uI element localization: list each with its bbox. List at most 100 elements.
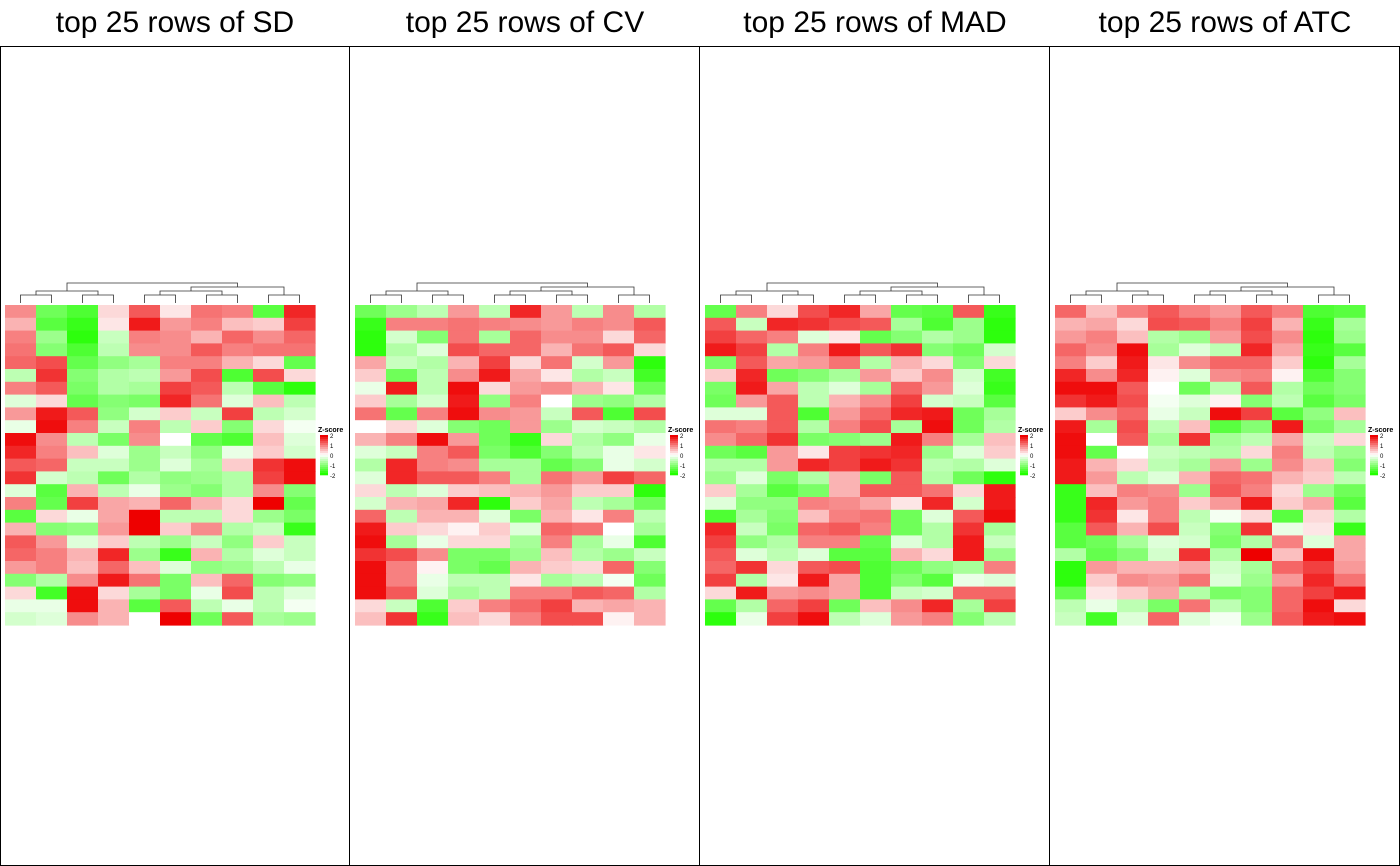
heatmap-cell [603,445,635,460]
heatmap-cell [253,484,285,498]
heatmap-cell [541,586,573,600]
heatmap-cell [417,599,449,613]
heatmap-cell [222,522,254,536]
heatmap-cell [1086,573,1118,588]
heatmap-cell [953,445,985,460]
heatmap-cell [541,305,573,319]
heatmap-cell [922,394,954,408]
heatmap-cell [129,330,161,344]
legend-swatch [670,461,678,464]
heatmap-cell [767,330,799,344]
heatmap-cell [1179,343,1211,357]
heatmap-cell [36,497,68,511]
heatmap-cell [1148,317,1180,332]
heatmap-cell [510,548,542,562]
heatmap-cell [36,433,68,447]
heatmap-cell [541,381,573,396]
heatmap-cell [798,420,830,434]
heatmap-cell [922,407,954,421]
heatmap-cell [386,330,418,344]
legend-swatch [670,437,678,440]
legend-swatch [1370,437,1378,440]
heatmap-cell [191,535,223,549]
heatmap-cell [1334,394,1366,408]
heatmap-cell [603,356,635,370]
heatmap-cell [191,330,223,344]
heatmap-cell [36,573,68,588]
heatmap-cell [767,343,799,357]
heatmap-cell [1148,394,1180,408]
heatmap-cell [191,573,223,588]
heatmap-cell [572,420,604,434]
heatmap-cell [1148,330,1180,344]
heatmap-cell [510,356,542,370]
heatmap-cell [417,369,449,383]
dendrogram-branch [35,290,99,295]
heatmap-cell [798,445,830,460]
heatmap-cell [798,548,830,562]
legend-swatch [1020,443,1028,446]
heatmap-cell [5,445,37,460]
heatmap-cell [984,330,1016,344]
heatmap-cell [984,356,1016,370]
heatmap-cell [634,561,666,575]
heatmap-cell [1303,458,1335,472]
heatmap-cell [36,356,68,370]
heatmap-cell [736,394,768,408]
heatmap-cell [572,356,604,370]
heatmap-cell [1241,420,1273,434]
heatmap-cell [984,381,1016,396]
heatmap-cell [603,471,635,485]
heatmap-cell [1334,561,1366,575]
legend-swatch [1370,455,1378,458]
heatmap-cell [634,369,666,383]
heatmap-cell [572,497,604,511]
legend-swatch [670,467,678,470]
heatmap-cell [191,305,223,319]
heatmap-cell [798,433,830,447]
heatmap-cell [736,369,768,383]
heatmap-cell [922,535,954,549]
legend-swatch [1020,435,1028,438]
heatmap-cell [953,305,985,319]
heatmap-cell [1055,317,1087,332]
heatmap-cell [1241,445,1273,460]
heatmap-cell [355,612,387,626]
heatmap-cell [860,420,892,434]
heatmap-cell [634,433,666,447]
heatmap-cell [922,484,954,498]
heatmap-cell [284,317,316,332]
legend-swatch [320,469,328,472]
heatmap-cell [705,394,737,408]
heatmap-cell [1303,612,1335,626]
heatmap-cell [1086,522,1118,536]
heatmap-cell [1086,471,1118,485]
heatmap-cell [355,369,387,383]
heatmap-cell [1241,573,1273,588]
heatmap-cell [1117,433,1149,447]
heatmap-cell [541,497,573,511]
legend-swatch [320,473,328,476]
heatmap-cell [1210,586,1242,600]
heatmap-cell [448,561,480,575]
legend-swatch [670,471,678,474]
heatmap-cell [1334,548,1366,562]
heatmap-cell [953,522,985,536]
heatmap-cell [479,317,511,332]
heatmap-cell [448,535,480,549]
heatmap-cell [891,433,923,447]
heatmap-cell [417,573,449,588]
heatmap-cell [5,586,37,600]
heatmap-cell [284,407,316,421]
dendrogram-branch [432,294,464,303]
heatmap-cell [253,561,285,575]
heatmap-cell [634,420,666,434]
heatmap-cell [5,458,37,472]
heatmap-cell [1148,343,1180,357]
heatmap-cell [1055,394,1087,408]
heatmap-cell [129,573,161,588]
heatmap-cell [541,445,573,460]
heatmap-cell [860,343,892,357]
heatmap-cell [1086,420,1118,434]
heatmap-cell [1179,586,1211,600]
